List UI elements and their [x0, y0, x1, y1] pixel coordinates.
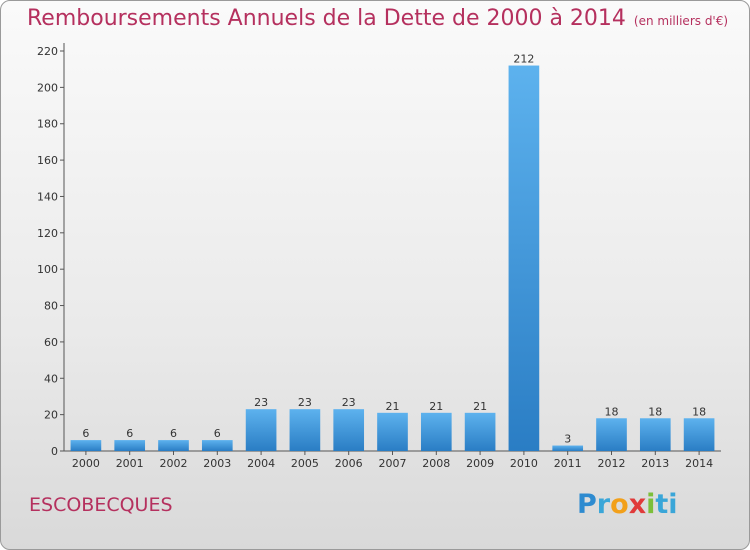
x-tick-label-2007: 2007 — [379, 457, 407, 470]
value-label-2013: 18 — [648, 405, 662, 418]
bar-2001 — [114, 440, 146, 451]
chart-title-text: Remboursements Annuels de la Dette de 20… — [27, 6, 626, 31]
x-tick-label-2006: 2006 — [335, 457, 363, 470]
x-tick-label-2010: 2010 — [510, 457, 538, 470]
commune-name: ESCOBECQUES — [29, 494, 173, 516]
y-tick-label: 100 — [37, 263, 58, 276]
value-label-2008: 21 — [429, 400, 443, 413]
chart-title: Remboursements Annuels de la Dette de 20… — [27, 6, 728, 31]
value-label-2007: 21 — [386, 400, 400, 413]
bar-2000 — [70, 440, 102, 451]
value-label-2014: 18 — [692, 405, 706, 418]
x-tick-label-2014: 2014 — [685, 457, 713, 470]
bar-2010 — [508, 65, 540, 451]
bar-2009 — [464, 412, 496, 451]
value-label-2009: 21 — [473, 400, 487, 413]
y-tick-label: 60 — [44, 336, 58, 349]
bar-2013 — [639, 418, 671, 451]
value-label-2001: 6 — [126, 427, 133, 440]
value-label-2003: 6 — [214, 427, 221, 440]
x-tick-label-2003: 2003 — [203, 457, 231, 470]
value-label-2010: 212 — [513, 53, 534, 66]
y-tick-label: 140 — [37, 190, 58, 203]
y-tick-label: 120 — [37, 227, 58, 240]
x-tick-label-2000: 2000 — [72, 457, 100, 470]
bar-2014 — [683, 418, 715, 451]
x-tick-label-2005: 2005 — [291, 457, 319, 470]
bar-2012 — [596, 418, 627, 451]
y-tick-label: 20 — [44, 409, 58, 422]
bar-2008 — [420, 412, 452, 451]
bar-2003 — [201, 440, 233, 451]
y-tick-label: 220 — [37, 45, 58, 58]
x-tick-label-2009: 2009 — [466, 457, 494, 470]
y-tick-label: 200 — [37, 81, 58, 94]
value-label-2005: 23 — [298, 396, 312, 409]
x-tick-label-2001: 2001 — [116, 457, 144, 470]
proxiti-logo: Proxiti — [577, 489, 678, 520]
y-tick-label: 80 — [44, 300, 58, 313]
y-tick-label: 180 — [37, 118, 58, 131]
x-tick-label-2004: 2004 — [247, 457, 275, 470]
value-label-2006: 23 — [342, 396, 356, 409]
x-tick-label-2011: 2011 — [554, 457, 582, 470]
chart-unit: (en milliers d'€) — [633, 14, 729, 28]
x-tick-label-2012: 2012 — [598, 457, 626, 470]
bar-2002 — [158, 440, 189, 451]
bar-2004 — [245, 409, 277, 451]
y-tick-label: 0 — [51, 445, 58, 458]
value-label-2000: 6 — [82, 427, 89, 440]
y-tick-label: 160 — [37, 154, 58, 167]
bar-2011 — [552, 445, 584, 451]
bar-2005 — [289, 409, 321, 451]
value-label-2011: 3 — [564, 433, 571, 446]
value-label-2004: 23 — [254, 396, 268, 409]
bar-2007 — [377, 412, 408, 451]
x-tick-label-2008: 2008 — [422, 457, 450, 470]
value-label-2002: 6 — [170, 427, 177, 440]
x-tick-label-2002: 2002 — [160, 457, 188, 470]
value-label-2012: 18 — [605, 405, 619, 418]
bar-2006 — [333, 409, 365, 451]
y-tick-label: 40 — [44, 372, 58, 385]
x-tick-label-2013: 2013 — [641, 457, 669, 470]
